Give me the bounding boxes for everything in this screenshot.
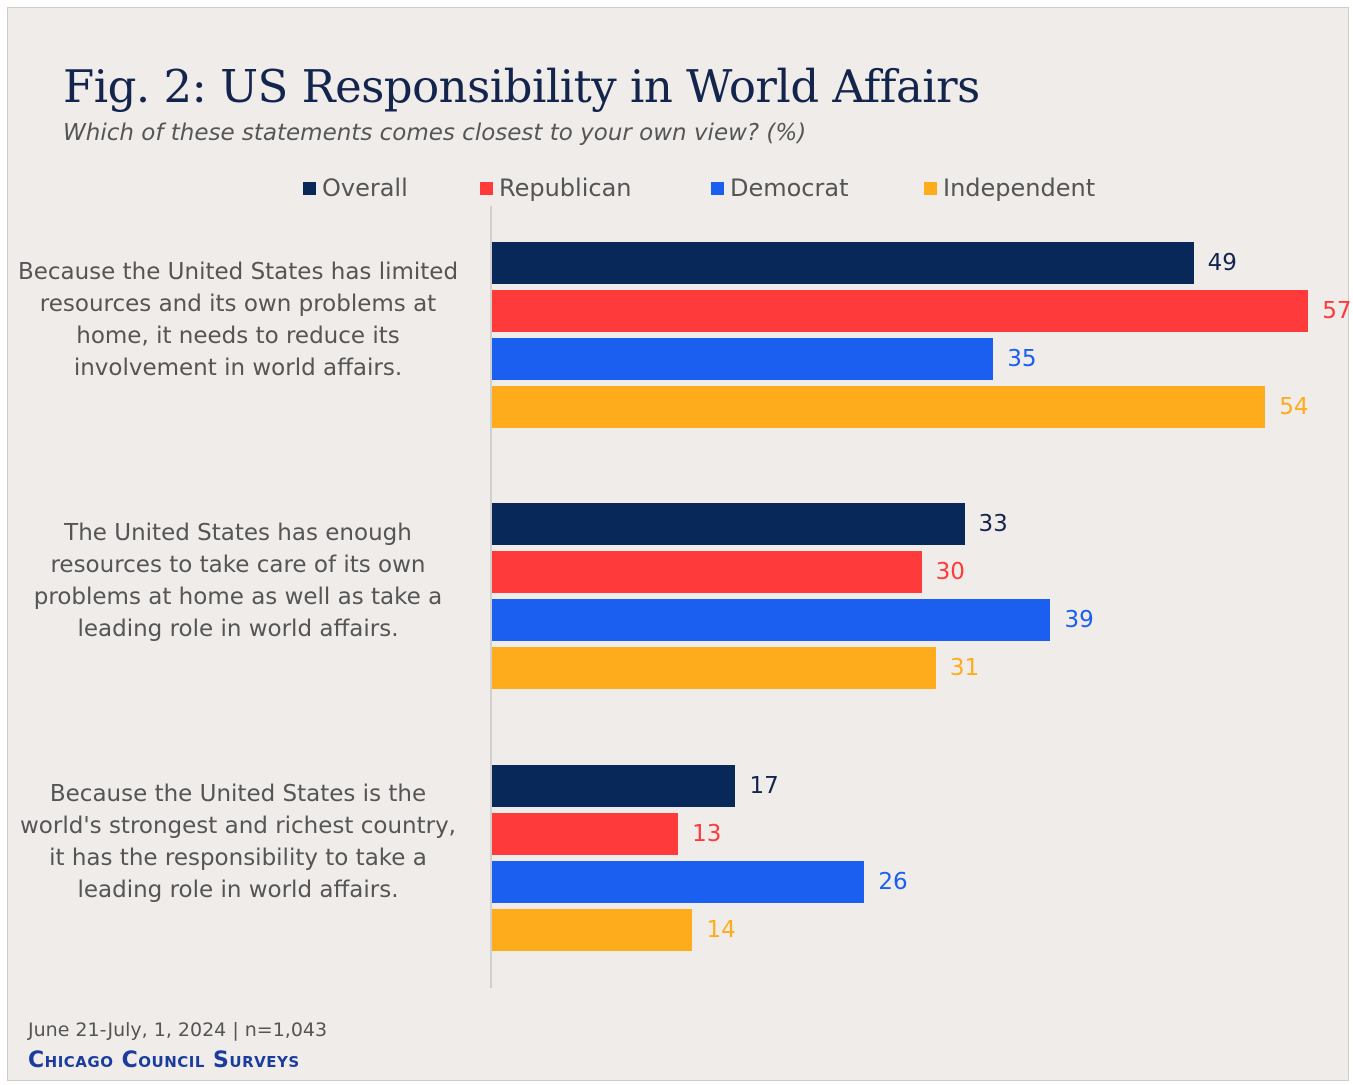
bar-republican-group-2 [492,551,922,593]
value-label-democrat-group-1: 35 [1007,346,1037,372]
bar-democrat-group-1 [492,338,994,380]
bar-independent-group-3 [492,909,693,951]
category-axis-line [490,206,492,988]
category-label-reduce-involvement: Because the United States has limited re… [17,259,459,381]
legend-label-democrat: Democrat [730,174,849,202]
bar-republican-group-3 [492,813,679,855]
legend-item-republican: Republican [480,174,632,202]
bar-independent-group-2 [492,647,936,689]
category-label-enough-resources: The United States has enough resources t… [33,520,443,642]
chart-subtitle: Which of these statements comes closest … [63,120,807,146]
legend-swatch-overall [303,181,316,195]
bar-democrat-group-3 [492,861,865,903]
chart-title: Fig. 2: US Responsibility in World Affai… [63,60,980,113]
value-label-overall-group-3: 17 [749,773,779,799]
legend-swatch-republican [480,181,493,195]
bar-democrat-group-2 [492,599,1051,641]
legend-label-overall: Overall [322,174,408,202]
chart-card: Fig. 2: US Responsibility in World Affai… [7,7,1352,1081]
bar-overall-group-2 [492,503,965,545]
value-label-independent-group-2: 31 [949,655,980,681]
category-label-responsibility-to-lead: Because the United States is the world's… [20,781,456,903]
bar-republican-group-1 [492,290,1309,332]
value-label-independent-group-1: 54 [1279,394,1309,420]
legend-swatch-independent [924,181,937,195]
legend-label-republican: Republican [499,174,632,202]
value-label-republican-group-2: 30 [935,559,965,585]
legend-item-overall: Overall [303,174,408,202]
bar-overall-group-1 [492,242,1194,284]
bar-overall-group-3 [492,765,736,807]
legend-item-independent: Independent [924,174,1095,202]
legend-item-democrat: Democrat [711,174,849,202]
value-label-overall-group-1: 49 [1207,250,1237,276]
value-label-democrat-group-3: 26 [878,869,908,895]
legend-label-independent: Independent [943,174,1096,202]
value-label-independent-group-3: 14 [706,917,736,943]
footer-date-sample: June 21-July, 1, 2024 | n=1,043 [28,1019,328,1041]
value-label-republican-group-1: 57 [1322,298,1352,324]
value-label-overall-group-2: 33 [978,511,1008,537]
legend-swatch-democrat [711,181,724,195]
value-label-democrat-group-2: 39 [1064,607,1094,633]
bar-independent-group-1 [492,386,1266,428]
value-label-republican-group-3: 13 [692,821,722,847]
legend: Overall Republican Democrat Independent [8,174,1348,208]
footer-source: Chicago Council Surveys [28,1048,300,1073]
